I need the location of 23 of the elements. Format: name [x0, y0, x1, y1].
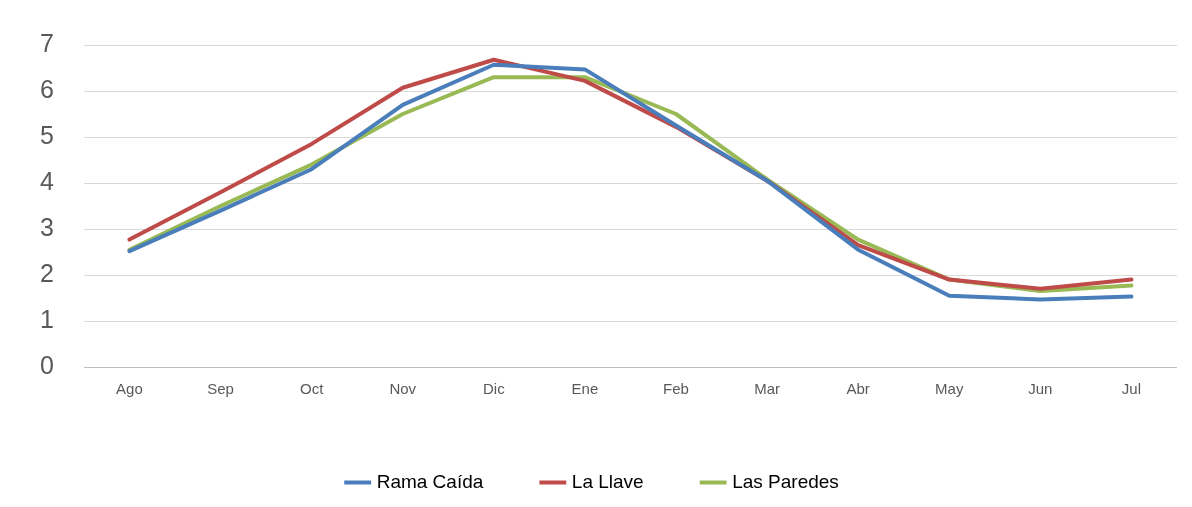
x-tick-label: Oct [299, 380, 325, 398]
x-tick-label: Jul [1121, 380, 1142, 398]
y-tick-label: 3 [40, 212, 54, 241]
x-tick-label: Mar [754, 380, 781, 398]
legend-label: Rama Caída [376, 470, 484, 492]
legend-label: La Llave [571, 470, 644, 492]
x-tick-label: Nov [389, 380, 417, 398]
x-tick-label: Ago [116, 380, 143, 398]
y-tick-label: 2 [40, 258, 54, 287]
x-tick-label: Ene [571, 380, 599, 398]
x-tick-label: May [935, 380, 964, 398]
y-tick-label: 7 [40, 28, 54, 57]
x-tick-label: Dic [482, 380, 506, 398]
y-tick-label: 6 [40, 74, 54, 103]
x-tick-label: Jun [1028, 380, 1053, 398]
x-tick-label: Feb [663, 380, 689, 398]
x-tick-label: Sep [207, 380, 234, 398]
y-tick-label: 0 [40, 350, 54, 379]
y-tick-label: 4 [40, 166, 54, 195]
x-tick-label: Abr [846, 380, 870, 398]
y-tick-label: 5 [40, 120, 54, 149]
y-tick-label: 1 [40, 304, 54, 333]
legend-label: Las Paredes [732, 470, 839, 492]
